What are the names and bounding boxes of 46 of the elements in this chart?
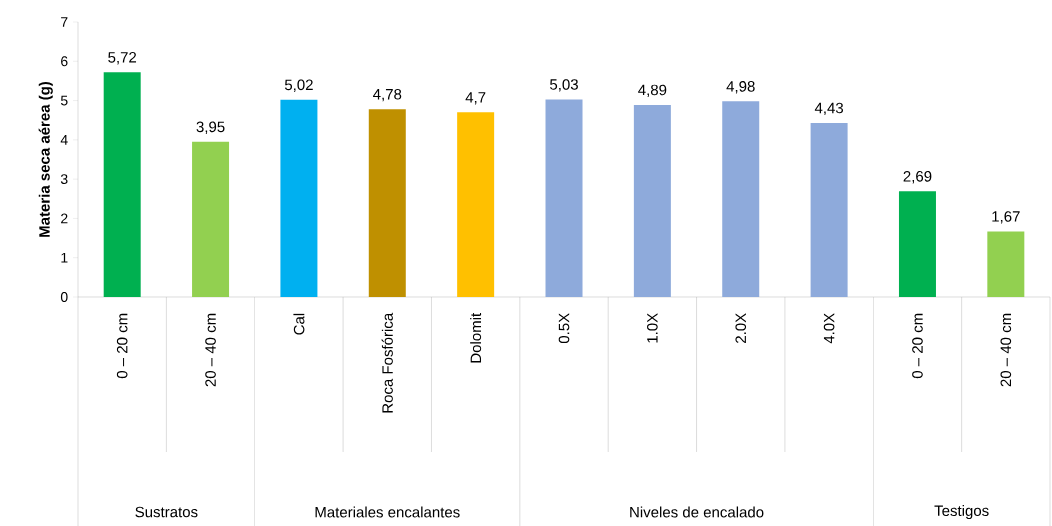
- bar: [545, 99, 583, 297]
- x-tick-label: 20 – 40 cm: [205, 313, 216, 387]
- data-label: 4,78: [373, 88, 402, 102]
- text: Materiales encalantes: [315, 506, 460, 518]
- x-tick-label: Roca Fosfórica: [381, 312, 393, 413]
- bar: [457, 112, 495, 297]
- text: Sustratos: [135, 506, 198, 518]
- y-tick-label: 7: [61, 17, 68, 27]
- bar: [280, 99, 318, 297]
- x-tick-label: 1.0X: [647, 313, 658, 343]
- y-tick-label: 6: [61, 56, 68, 67]
- data-label: 5,03: [550, 79, 578, 92]
- bar: [192, 141, 230, 297]
- bar: [810, 122, 848, 297]
- x-tick-label: 0 – 20 cm: [116, 313, 128, 379]
- data-label: 3,95: [196, 121, 225, 134]
- data-label: 5,02: [284, 79, 313, 92]
- data-label: 1,67: [992, 211, 1020, 224]
- y-tick-label: 5: [60, 95, 68, 106]
- y-tick-label: 4: [60, 135, 68, 145]
- bar: [633, 104, 671, 297]
- bar: [987, 231, 1025, 297]
- y-tick-label: 2: [61, 213, 68, 224]
- bar: [103, 72, 141, 297]
- x-tick-label: 20 – 40 cm: [1000, 313, 1012, 387]
- data-label: 2,69: [903, 171, 932, 184]
- x-tick-label: 0.5X: [558, 313, 570, 344]
- x-tick-label: Dolomit: [470, 312, 482, 363]
- x-tick-label: 2.0X: [735, 313, 747, 343]
- text: Testigos: [934, 504, 989, 519]
- x-tick-label: 0 – 20 cm: [912, 313, 923, 379]
- data-label: 4,43: [814, 102, 844, 116]
- y-tick-label: 0: [60, 292, 68, 302]
- text: Niveles de encalado: [630, 506, 764, 518]
- x-tick-label: 4.0X: [823, 313, 835, 344]
- y-axis-title: Materia seca aérea (g): [38, 81, 53, 237]
- bar: [368, 109, 406, 297]
- data-label: 4,7: [465, 92, 486, 105]
- bar: [898, 191, 936, 297]
- data-label: 5,72: [108, 52, 137, 65]
- x-tick-label: Cal: [293, 313, 305, 335]
- y-tick-label: 3: [60, 174, 68, 185]
- data-label: 4,89: [638, 84, 667, 98]
- bar: [722, 101, 760, 297]
- data-label: 4,98: [726, 81, 755, 94]
- y-tick-label: 1: [61, 252, 68, 263]
